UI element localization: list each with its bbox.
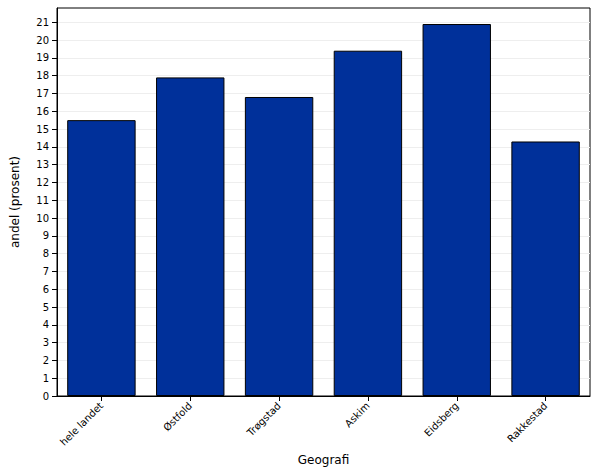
svg-text:9: 9 [43, 230, 49, 241]
svg-text:5: 5 [43, 302, 49, 313]
svg-text:Østfold: Østfold [161, 400, 194, 433]
svg-text:Eidsberg: Eidsberg [422, 400, 460, 438]
svg-text:21: 21 [36, 17, 49, 28]
svg-text:Geografi: Geografi [298, 453, 350, 467]
svg-text:15: 15 [36, 124, 49, 135]
svg-text:hele landet: hele landet [58, 400, 106, 448]
svg-text:17: 17 [36, 88, 49, 99]
svg-text:andel (prosent): andel (prosent) [8, 156, 22, 248]
svg-text:0: 0 [43, 391, 49, 402]
svg-text:13: 13 [36, 159, 49, 170]
svg-text:10: 10 [36, 213, 49, 224]
svg-text:Trøgstad: Trøgstad [244, 400, 283, 439]
svg-text:14: 14 [36, 141, 49, 152]
svg-text:Rakkestad: Rakkestad [505, 400, 549, 444]
svg-text:2: 2 [43, 355, 49, 366]
svg-text:8: 8 [43, 248, 49, 259]
svg-text:11: 11 [36, 195, 49, 206]
svg-text:1: 1 [43, 373, 49, 384]
svg-text:6: 6 [43, 284, 49, 295]
svg-text:20: 20 [36, 35, 49, 46]
svg-text:18: 18 [36, 70, 49, 81]
svg-text:12: 12 [36, 177, 49, 188]
svg-text:16: 16 [36, 106, 49, 117]
svg-text:19: 19 [36, 52, 49, 63]
svg-text:Askim: Askim [343, 400, 372, 429]
svg-text:3: 3 [43, 337, 49, 348]
svg-text:4: 4 [43, 319, 49, 330]
svg-text:7: 7 [43, 266, 49, 277]
